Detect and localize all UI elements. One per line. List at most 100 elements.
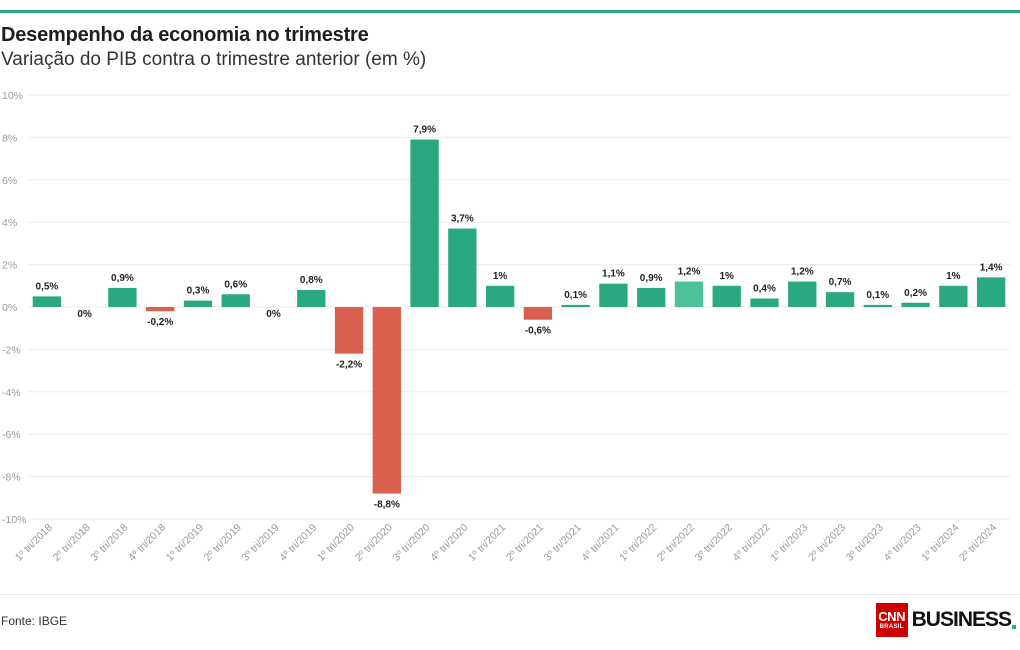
data-label: 0,2% bbox=[904, 288, 927, 299]
y-tick-label: 2% bbox=[2, 260, 17, 272]
y-tick-label: -4% bbox=[2, 387, 21, 399]
source-note: Fonte: IBGE bbox=[1, 614, 68, 628]
x-tick-label: 4º tri/2021 bbox=[579, 522, 621, 564]
bar bbox=[32, 296, 62, 307]
data-label: -2,2% bbox=[336, 360, 362, 371]
data-label: 1% bbox=[946, 271, 961, 282]
bar bbox=[221, 294, 250, 307]
bar bbox=[712, 285, 741, 307]
y-tick-label: -2% bbox=[2, 344, 21, 356]
x-tick-label: 2º tri/2018 bbox=[51, 522, 93, 564]
bar bbox=[410, 139, 439, 307]
bar bbox=[939, 285, 968, 307]
data-labels: 0,5% 0% 0,9% -0,2% 0,3% 0,6% 0% 0,8% -2,2% -8,8% 7… bbox=[35, 125, 1002, 511]
x-tick-label: 2º tri/2022 bbox=[655, 522, 697, 564]
data-label: 0,1% bbox=[564, 290, 587, 301]
x-tick-label: 4º tri/2023 bbox=[882, 522, 924, 564]
y-tick-label: -8% bbox=[2, 472, 21, 484]
data-label: 0,8% bbox=[300, 275, 323, 286]
bar bbox=[637, 287, 666, 307]
data-label: -8,8% bbox=[374, 500, 400, 511]
y-tick-label: 8% bbox=[2, 132, 17, 144]
x-tick-label: 1º tri/2023 bbox=[768, 522, 810, 564]
bar bbox=[825, 292, 855, 307]
x-tick-label: 3º tri/2021 bbox=[542, 522, 584, 564]
bar bbox=[146, 307, 175, 312]
data-label: 0,3% bbox=[187, 286, 210, 297]
bar bbox=[863, 304, 892, 307]
bar bbox=[183, 300, 213, 307]
x-tick-label: 4º tri/2018 bbox=[126, 522, 168, 564]
x-tick-label: 3º tri/2018 bbox=[88, 522, 130, 564]
x-tick-label: 4º tri/2022 bbox=[730, 522, 772, 564]
bar bbox=[599, 283, 628, 307]
data-label: 0,9% bbox=[111, 273, 134, 284]
data-label: 1% bbox=[720, 271, 735, 282]
data-label: 0,1% bbox=[866, 290, 889, 301]
x-tick-label: 1º tri/2022 bbox=[617, 522, 659, 564]
data-label: 0% bbox=[77, 309, 92, 320]
bar bbox=[372, 307, 401, 494]
data-label: 0,9% bbox=[640, 273, 663, 284]
chart-subtitle: Variação do PIB contra o trimestre anter… bbox=[1, 49, 427, 70]
bar bbox=[523, 307, 553, 320]
data-label: 1% bbox=[493, 271, 508, 282]
bar bbox=[674, 281, 704, 307]
x-tick-label: 3º tri/2022 bbox=[693, 522, 735, 564]
data-label: 1,2% bbox=[791, 267, 814, 278]
x-tick-label: 1º tri/2020 bbox=[315, 522, 357, 564]
x-tick-label: 2º tri/2020 bbox=[353, 522, 395, 564]
x-tick-label: 1º tri/2021 bbox=[466, 522, 508, 564]
y-tick-label: 4% bbox=[2, 217, 17, 229]
footer-rule bbox=[0, 594, 1020, 595]
bar bbox=[108, 287, 137, 307]
x-tick-label: 2º tri/2019 bbox=[202, 522, 244, 564]
data-label: 1,2% bbox=[678, 267, 701, 278]
y-axis-ticks: 10% 8% 6% 4% 2% 0% -2% -4% -6% -8% -10% bbox=[2, 90, 27, 526]
data-label: -0,6% bbox=[525, 326, 551, 337]
bar bbox=[334, 307, 364, 354]
y-tick-label: 6% bbox=[2, 175, 17, 187]
gridlines bbox=[28, 94, 1010, 520]
data-label: 0,7% bbox=[829, 277, 852, 288]
y-tick-label: -6% bbox=[2, 429, 21, 441]
chart-title: Desempenho da economia no trimestre bbox=[1, 24, 369, 46]
y-tick-label: 10% bbox=[2, 90, 23, 102]
x-tick-label: 1º tri/2024 bbox=[919, 522, 961, 564]
logo-brasil-text: BRASIL bbox=[879, 624, 904, 630]
logo-cnn-text: CNN bbox=[878, 609, 905, 624]
x-tick-label: 4º tri/2020 bbox=[428, 522, 470, 564]
cnn-logo-box: CNN BRASIL bbox=[875, 603, 908, 637]
bar bbox=[485, 285, 515, 307]
logo-dot bbox=[1012, 625, 1016, 629]
data-label: 0,5% bbox=[35, 281, 58, 292]
bar bbox=[976, 277, 1006, 307]
bar bbox=[561, 304, 590, 307]
x-tick-label: 3º tri/2023 bbox=[844, 522, 886, 564]
x-tick-label: 3º tri/2020 bbox=[391, 522, 433, 564]
data-label: -0,2% bbox=[147, 317, 173, 328]
x-tick-label: 2º tri/2023 bbox=[806, 522, 848, 564]
logo-business-text: BUSINESS bbox=[911, 608, 1012, 631]
data-label: 3,7% bbox=[451, 214, 474, 225]
bar bbox=[297, 290, 326, 307]
x-tick-label: 3º tri/2019 bbox=[239, 522, 281, 564]
data-label: 1,1% bbox=[602, 269, 625, 280]
x-tick-label: 2º tri/2024 bbox=[957, 522, 999, 564]
bar bbox=[750, 298, 779, 307]
bar bbox=[901, 302, 930, 307]
bar-chart: 10% 8% 6% 4% 2% 0% -2% -4% -6% -8% -10% 0,5% 0% 0,9%… bbox=[2, 90, 1010, 564]
y-tick-label: -10% bbox=[2, 514, 27, 526]
data-label: 0,6% bbox=[224, 279, 247, 290]
data-label: 1,4% bbox=[980, 262, 1003, 273]
x-tick-label: 2º tri/2021 bbox=[504, 522, 546, 564]
x-tick-label: 1º tri/2019 bbox=[164, 522, 206, 564]
cnn-business-logo: CNN BRASIL BUSINESS bbox=[875, 602, 1016, 638]
x-tick-label: 1º tri/2018 bbox=[13, 522, 55, 564]
x-tick-label: 4º tri/2019 bbox=[277, 522, 319, 564]
bars bbox=[32, 139, 1006, 494]
y-tick-label: 0% bbox=[2, 302, 17, 314]
bar bbox=[448, 228, 477, 307]
data-label: 0,4% bbox=[753, 284, 776, 295]
